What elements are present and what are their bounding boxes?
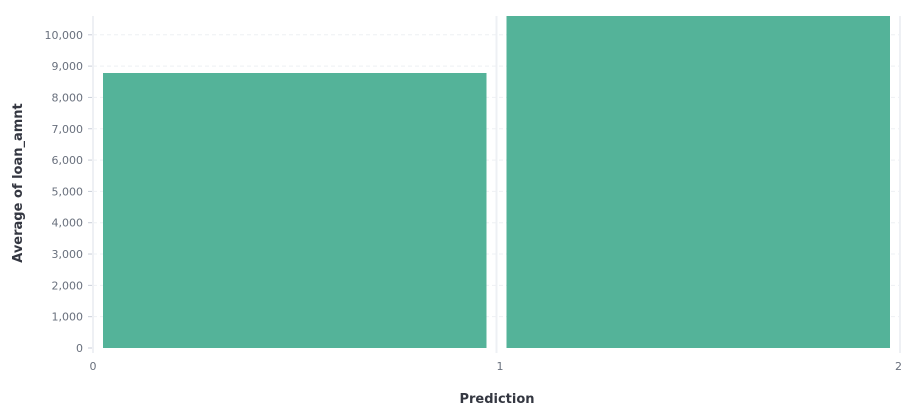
bars [103, 16, 890, 348]
bar [506, 16, 890, 348]
bar [103, 73, 487, 348]
x-axis-title: Prediction [459, 392, 534, 407]
y-tick-label: 8,000 [52, 91, 84, 104]
x-tick-label: 0 [90, 360, 97, 373]
y-tick-label: 0 [76, 342, 83, 355]
axes: 0 1,000 2,000 3,000 4,000 5,000 6,000 7,000 8,00… [45, 29, 903, 373]
y-axis-title: Average of loan_amnt [11, 103, 26, 263]
y-tick-label: 7,000 [52, 123, 84, 136]
y-tick-label: 6,000 [52, 154, 84, 167]
y-tick-label: 4,000 [52, 217, 84, 230]
y-tick-label: 2,000 [52, 279, 84, 292]
y-tick-label: 10,000 [45, 29, 84, 42]
y-tick-label: 5,000 [52, 185, 84, 198]
x-tick-label: 2 [895, 360, 902, 373]
y-tick-label: 9,000 [52, 60, 84, 73]
y-tick-label: 3,000 [52, 248, 84, 261]
y-tick-label: 1,000 [52, 311, 84, 324]
x-tick-label: 1 [497, 360, 504, 373]
